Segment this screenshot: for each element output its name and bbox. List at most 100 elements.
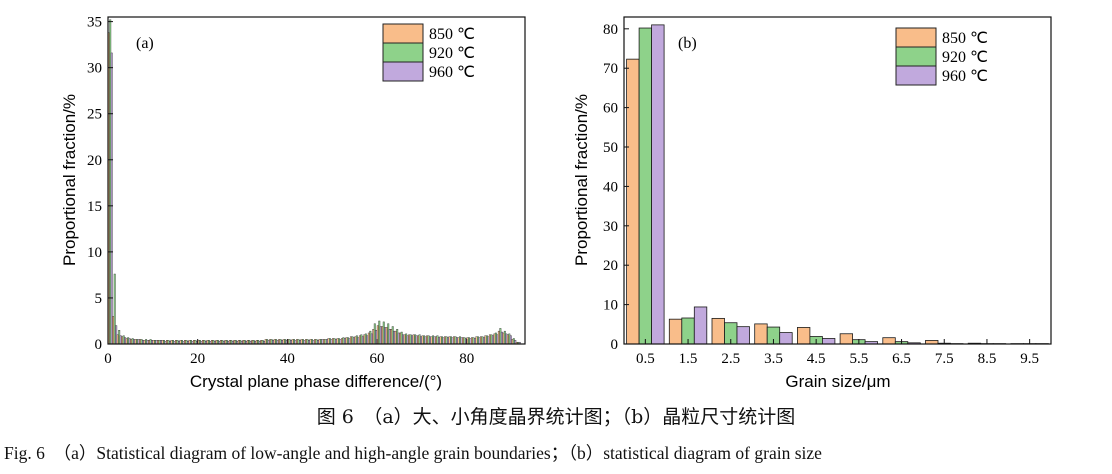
panel-a-bar-920-54 (346, 337, 349, 345)
panel-a-x-ticks: 0 20 40 60 80 (104, 339, 474, 367)
panel-a-bar-920-57 (360, 334, 363, 345)
panel-a-bar-920-87 (494, 332, 497, 345)
panel-a-bar-960-50 (330, 339, 333, 345)
panel-a-bar-920-64 (391, 326, 394, 345)
panel-a-bar-920-62 (382, 321, 385, 345)
panel-a-bar-920-9 (145, 339, 148, 345)
panel-a-bar-960-54 (348, 338, 351, 345)
panel-b-bar-850-6-5 (882, 337, 896, 345)
panel-a-bar-960-75 (442, 337, 445, 345)
panel-b-bar-960-0-5 (651, 24, 665, 345)
panel-a-bar-850-64 (390, 329, 393, 345)
panel-b-legend-label-960: 960 ℃ (942, 68, 988, 85)
panel-b-legend-swatch-920 (895, 46, 937, 67)
panel-a-bar-850-66 (399, 332, 402, 345)
panel-a-bar-920-37 (270, 339, 273, 345)
panel-b-x-tick-label-9-5: 9.5 (1020, 351, 1039, 367)
panel-b-bar-960-3-5 (779, 332, 793, 345)
panel-a-bar-850-63 (385, 327, 388, 345)
panel-a-bar-960-5 (128, 338, 131, 345)
panel-a-bar-960-51 (335, 339, 337, 345)
panel-a-bar-920-45 (306, 339, 309, 345)
panel-a-bar-850-74 (435, 336, 437, 345)
panel-a-bar-960-70 (420, 336, 423, 345)
panel-a-bar-850-77 (448, 336, 451, 345)
panel-a-bar-920-80 (463, 337, 466, 345)
panel-a-bar-960-49 (326, 339, 328, 345)
panel-a-bar-850-44 (300, 339, 303, 345)
panel-a-bar-920-8 (140, 339, 143, 345)
panel-a-bar-850-42 (291, 339, 294, 345)
panel-a-bar-850-7 (134, 339, 137, 345)
panel-a-bar-920-75 (441, 336, 443, 345)
panel-a-y-ticks: 0 5 10 15 20 25 30 35 (87, 15, 113, 353)
panel-b-legend-label-850: 850 ℃ (942, 30, 988, 47)
panel-a-bar-960-87 (496, 334, 499, 345)
panel-a-x-axis-label: Crystal plane phase difference/(°) (190, 372, 442, 391)
panel-a-bar-920-72 (427, 335, 430, 345)
panel-a-bar-850-36 (264, 339, 267, 345)
panel-a-bar-850-57 (358, 335, 361, 345)
panel-a-y-tick-label-20: 20 (87, 153, 102, 169)
panel-a-bar-960-61 (379, 326, 382, 345)
panel-b-y-tick-label-80: 80 (603, 22, 618, 38)
panel-a-frame (107, 16, 526, 345)
panel-a-bar-850-39 (278, 339, 281, 345)
panel-a-bar-920-91 (512, 338, 515, 345)
panel-b-x-tick-label-5-5: 5.5 (849, 351, 868, 367)
panel-a-y-tick-label-5: 5 (95, 291, 103, 307)
panel-b-legend-swatch-960 (895, 65, 937, 86)
panel-b-x-tick-label-0-5: 0.5 (636, 351, 655, 367)
panel-a-bar-850-38 (273, 339, 276, 345)
panel-a-y-tick-label-10: 10 (87, 245, 102, 261)
panel-a-bar-920-41 (288, 339, 291, 345)
panel-a-bar-960-59 (370, 333, 373, 345)
panel-b-legend-label-920: 920 ℃ (942, 49, 988, 66)
panel-a-bar-920-58 (364, 333, 367, 345)
panel-b-bar-920-0-5 (638, 27, 652, 345)
panel-a-y-tick-label-35: 35 (87, 15, 102, 31)
panel-b-bar-960-2-5 (736, 326, 750, 345)
panel-a: 0 5 10 15 20 25 30 35 0 20 40 60 80 (a) Crystal pla… (60, 15, 526, 391)
panel-a-bar-850-91 (511, 339, 514, 345)
panel-a-bar-850-46 (309, 339, 312, 345)
panel-a-bar-960-68 (411, 335, 414, 345)
panel-a-bar-850-50 (327, 338, 330, 345)
panel-a-bar-960-67 (406, 335, 409, 345)
panel-a-bar-850-70 (417, 335, 420, 345)
panel-a-bar-920-74 (436, 335, 439, 345)
panel-b-y-tick-label-20: 20 (603, 258, 618, 274)
panel-a-legend-label-850: 850 ℃ (429, 26, 475, 43)
panel-a-bar-960-55 (352, 337, 355, 345)
panel-b-bar-960-1-5 (693, 306, 708, 345)
panel-a-bar-920-5 (127, 337, 130, 345)
panel-a-bar-850-85 (484, 335, 487, 345)
panel-a-bar-920-83 (476, 336, 479, 345)
panel-b-y-tick-label-50: 50 (603, 140, 618, 156)
panel-a-bar-960-76 (447, 337, 449, 345)
panel-a-bar-920-2 (113, 273, 116, 345)
panel-b-y-tick-label-70: 70 (603, 61, 618, 77)
panel-b-bar-850-2-5 (711, 317, 725, 345)
panel-a-x-tick-label-40: 40 (280, 351, 295, 367)
panel-a-label: (a) (136, 35, 154, 52)
panel-b-bar-960-4-5 (822, 338, 836, 345)
panel-a-bar-960-88 (500, 331, 503, 345)
panel-a-bar-920-66 (400, 331, 403, 345)
panel-a-bar-920-85 (485, 335, 488, 345)
panel-a-bar-920-70 (418, 334, 421, 345)
panel-a-bar-920-73 (432, 335, 435, 345)
panel-b-x-tick-label-2-5: 2.5 (721, 351, 740, 367)
panel-a-bar-960-72 (429, 336, 432, 345)
panel-a-bar-960-4 (124, 337, 127, 345)
caption-english: Fig. 6 （a）Statistical diagram of low-ang… (4, 443, 822, 463)
panel-a-bar-960-62 (384, 327, 387, 345)
panel-a-bar-850-89 (502, 332, 505, 345)
panel-a-bar-960-53 (343, 338, 346, 345)
panel-a-bar-960-82 (474, 338, 476, 345)
panel-a-bar-850-67 (403, 334, 406, 345)
panel-a-y-axis-label: Proportional fraction/% (60, 94, 79, 266)
panel-a-bar-920-50 (329, 338, 331, 345)
panel-a-bar-920-40 (284, 339, 287, 345)
panel-a-x-tick-label-60: 60 (370, 351, 385, 367)
